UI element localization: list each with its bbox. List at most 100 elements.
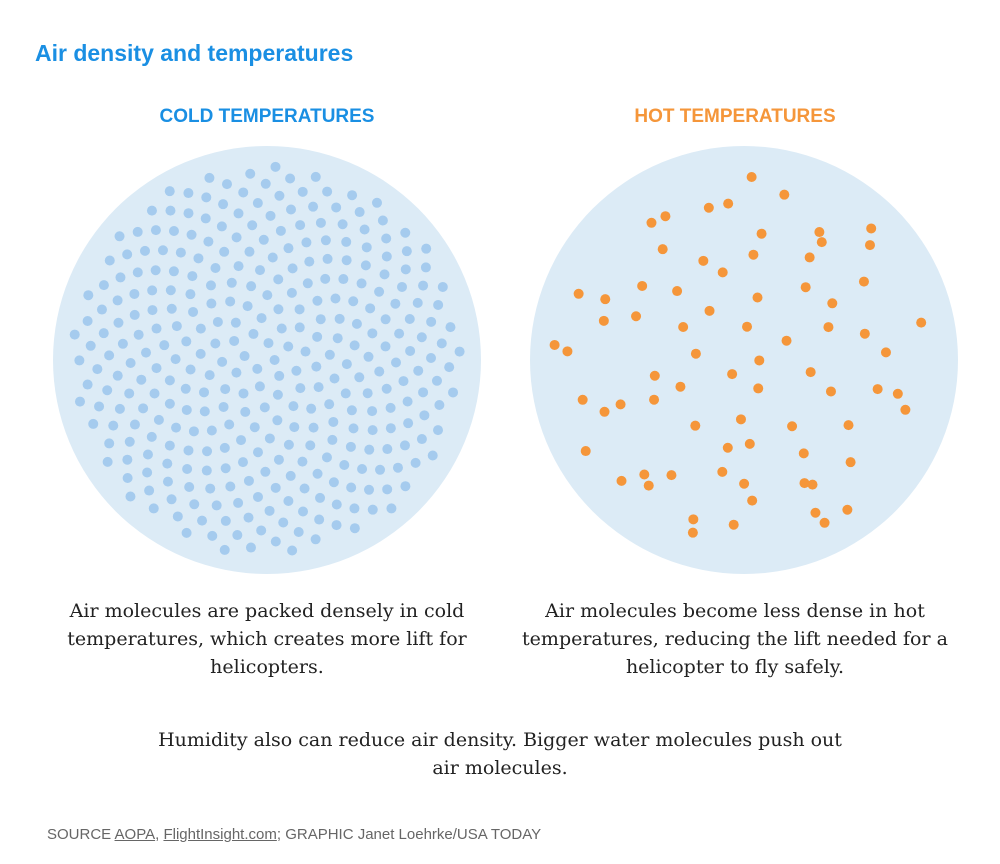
cold-molecule [349,523,360,534]
cold-molecule [233,261,244,272]
cold-molecule [231,232,242,243]
cold-molecule [220,384,231,395]
cold-molecule [98,280,109,291]
cold-molecule [166,494,177,505]
cold-molecule [188,426,199,437]
hot-molecule [858,276,869,287]
source-link-aopa[interactable]: AOPA [114,826,156,843]
cold-molecule [394,328,405,339]
cold-molecule [159,340,170,351]
cold-molecule [433,299,444,310]
cold-molecule [82,315,93,326]
cold-molecule [181,336,192,347]
hot-molecule [742,321,753,332]
cold-molecule [184,481,195,492]
cold-molecule [114,403,125,414]
cold-molecule [312,295,323,306]
graphic-title: Air density and temperatures [35,40,354,66]
cold-molecule [304,256,315,267]
cold-molecule [183,445,194,456]
cold-molecule [337,219,348,230]
cold-molecule [399,440,410,451]
cold-molecule [340,388,351,399]
source-link-flightinsight[interactable]: FlightInsight.com [163,826,277,843]
cold-molecule [147,305,158,316]
hot-molecule [781,335,792,346]
hot-molecule [660,211,671,222]
cold-molecule [341,236,352,247]
cold-molecule [431,375,442,386]
cold-molecule [225,481,236,492]
cold-molecule [207,530,218,541]
cold-molecule [381,383,392,394]
cold-molecule [273,454,284,465]
hot-molecule [562,346,573,357]
cold-molecule [232,530,243,541]
cold-molecule [347,190,358,201]
cold-molecule [426,316,437,327]
cold-molecule [146,205,157,216]
cold-molecule [331,202,342,213]
cold-molecule [142,449,153,460]
cold-molecule [308,422,319,433]
cold-molecule [346,405,357,416]
cold-molecule [278,517,289,528]
cold-molecule [236,435,247,446]
cold-molecule [293,527,304,538]
cold-molecule [180,383,191,394]
hot-molecule [717,466,728,477]
cold-molecule [273,304,284,315]
cold-molecule [183,208,194,219]
cold-molecule [102,456,113,467]
cold-molecule [188,306,199,317]
cold-molecule [252,363,263,374]
cold-molecule [367,425,378,436]
hot-molecule [577,394,588,405]
cold-molecule [113,317,124,328]
cold-molecule [239,351,250,362]
cold-molecule [380,341,391,352]
cold-molecules-diagram [53,146,481,574]
hot-molecule [599,406,610,417]
cold-molecule [220,463,231,474]
cold-molecule [314,514,325,525]
cold-molecule [238,388,249,399]
cold-molecule [144,485,155,496]
cold-molecule [310,534,321,545]
hot-molecule [805,367,816,378]
cold-molecule [164,186,175,197]
hot-molecule [807,479,818,490]
cold-molecule [403,418,414,429]
cold-molecule [201,192,212,203]
cold-molecule [315,314,326,325]
cold-molecule [82,379,93,390]
cold-molecule [320,273,331,284]
hot-molecule [845,457,856,468]
cold-molecule [400,481,411,492]
cold-molecule [374,366,385,377]
cold-molecule [332,333,343,344]
hot-molecule [704,305,715,316]
cold-molecule [377,215,388,226]
cold-molecule [420,262,431,273]
hot-molecule [900,404,911,415]
cold-molecule [172,511,183,522]
cold-molecule [171,422,182,433]
cold-molecule [328,477,339,488]
cold-molecule [136,374,147,385]
cold-molecule [302,278,313,289]
cold-molecule [108,420,119,431]
cold-molecule [219,544,230,555]
cold-molecule [104,438,115,449]
cold-molecule [204,172,215,183]
cold-molecule [367,328,378,339]
cold-molecule [248,328,259,339]
cold-molecule [230,317,241,328]
cold-molecule [162,458,173,469]
cold-molecule [263,338,274,349]
hot-molecule [787,421,798,432]
hot-molecule [800,282,811,293]
cold-molecule [206,298,217,309]
cold-molecule [397,281,408,292]
humidity-note: Humidity also can reduce air density. Bi… [158,729,842,779]
